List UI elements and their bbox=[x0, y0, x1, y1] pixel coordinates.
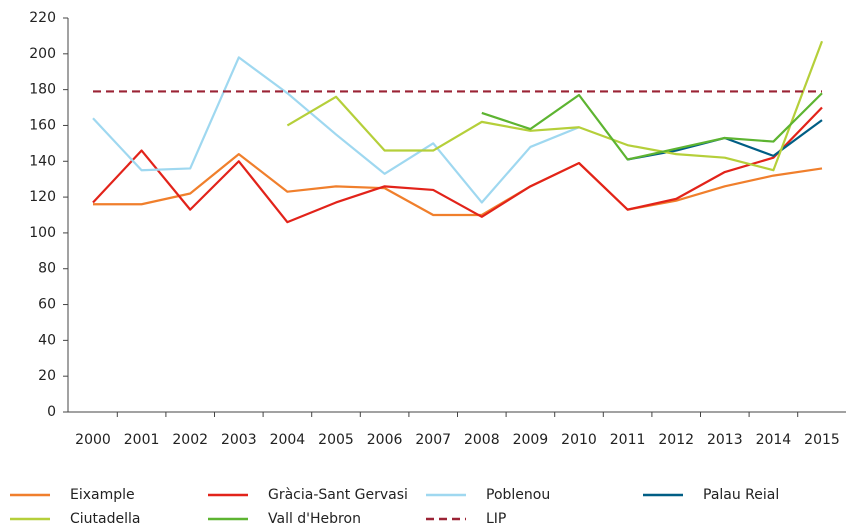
legend-label: LIP bbox=[486, 511, 506, 527]
x-tick-label: 2012 bbox=[658, 432, 694, 448]
y-tick-label: 40 bbox=[38, 332, 56, 348]
y-tick-label: 100 bbox=[29, 225, 56, 241]
y-tick-label: 200 bbox=[29, 46, 56, 62]
x-tick-label: 2013 bbox=[707, 432, 743, 448]
x-tick-label: 2010 bbox=[561, 432, 597, 448]
legend-label: Gràcia-Sant Gervasi bbox=[268, 487, 408, 503]
y-tick-label: 160 bbox=[29, 117, 56, 133]
x-tick-label: 2004 bbox=[270, 432, 306, 448]
series-line bbox=[286, 40, 824, 172]
y-tick-label: 0 bbox=[47, 404, 56, 420]
legend-label: Palau Reial bbox=[703, 487, 779, 503]
y-tick-label: 220 bbox=[29, 10, 56, 26]
series-line bbox=[93, 153, 823, 217]
y-tick-label: 140 bbox=[29, 153, 56, 169]
series-line bbox=[481, 92, 823, 161]
y-tick-label: 20 bbox=[38, 368, 56, 384]
y-tick-label: 60 bbox=[38, 297, 56, 313]
y-tick-label: 80 bbox=[38, 261, 56, 277]
x-tick-label: 2014 bbox=[756, 432, 792, 448]
x-tick-label: 2011 bbox=[610, 432, 646, 448]
x-tick-label: 2008 bbox=[464, 432, 500, 448]
x-tick-label: 2015 bbox=[804, 432, 840, 448]
y-tick-label: 180 bbox=[29, 82, 56, 98]
y-tick-label: 120 bbox=[29, 189, 56, 205]
legend-label: Eixample bbox=[70, 487, 135, 503]
x-tick-label: 2005 bbox=[318, 432, 354, 448]
x-tick-label: 2002 bbox=[172, 432, 208, 448]
x-tick-label: 2000 bbox=[75, 432, 111, 448]
legend-label: Poblenou bbox=[486, 487, 550, 503]
x-tick-label: 2006 bbox=[367, 432, 403, 448]
x-tick-label: 2003 bbox=[221, 432, 257, 448]
legend-label: Ciutadella bbox=[70, 511, 140, 527]
legend-label: Vall d'Hebron bbox=[268, 511, 361, 527]
x-tick-label: 2009 bbox=[513, 432, 549, 448]
series-line bbox=[92, 56, 580, 204]
x-tick-label: 2007 bbox=[415, 432, 451, 448]
x-tick-label: 2001 bbox=[124, 432, 160, 448]
series-line bbox=[92, 106, 823, 224]
